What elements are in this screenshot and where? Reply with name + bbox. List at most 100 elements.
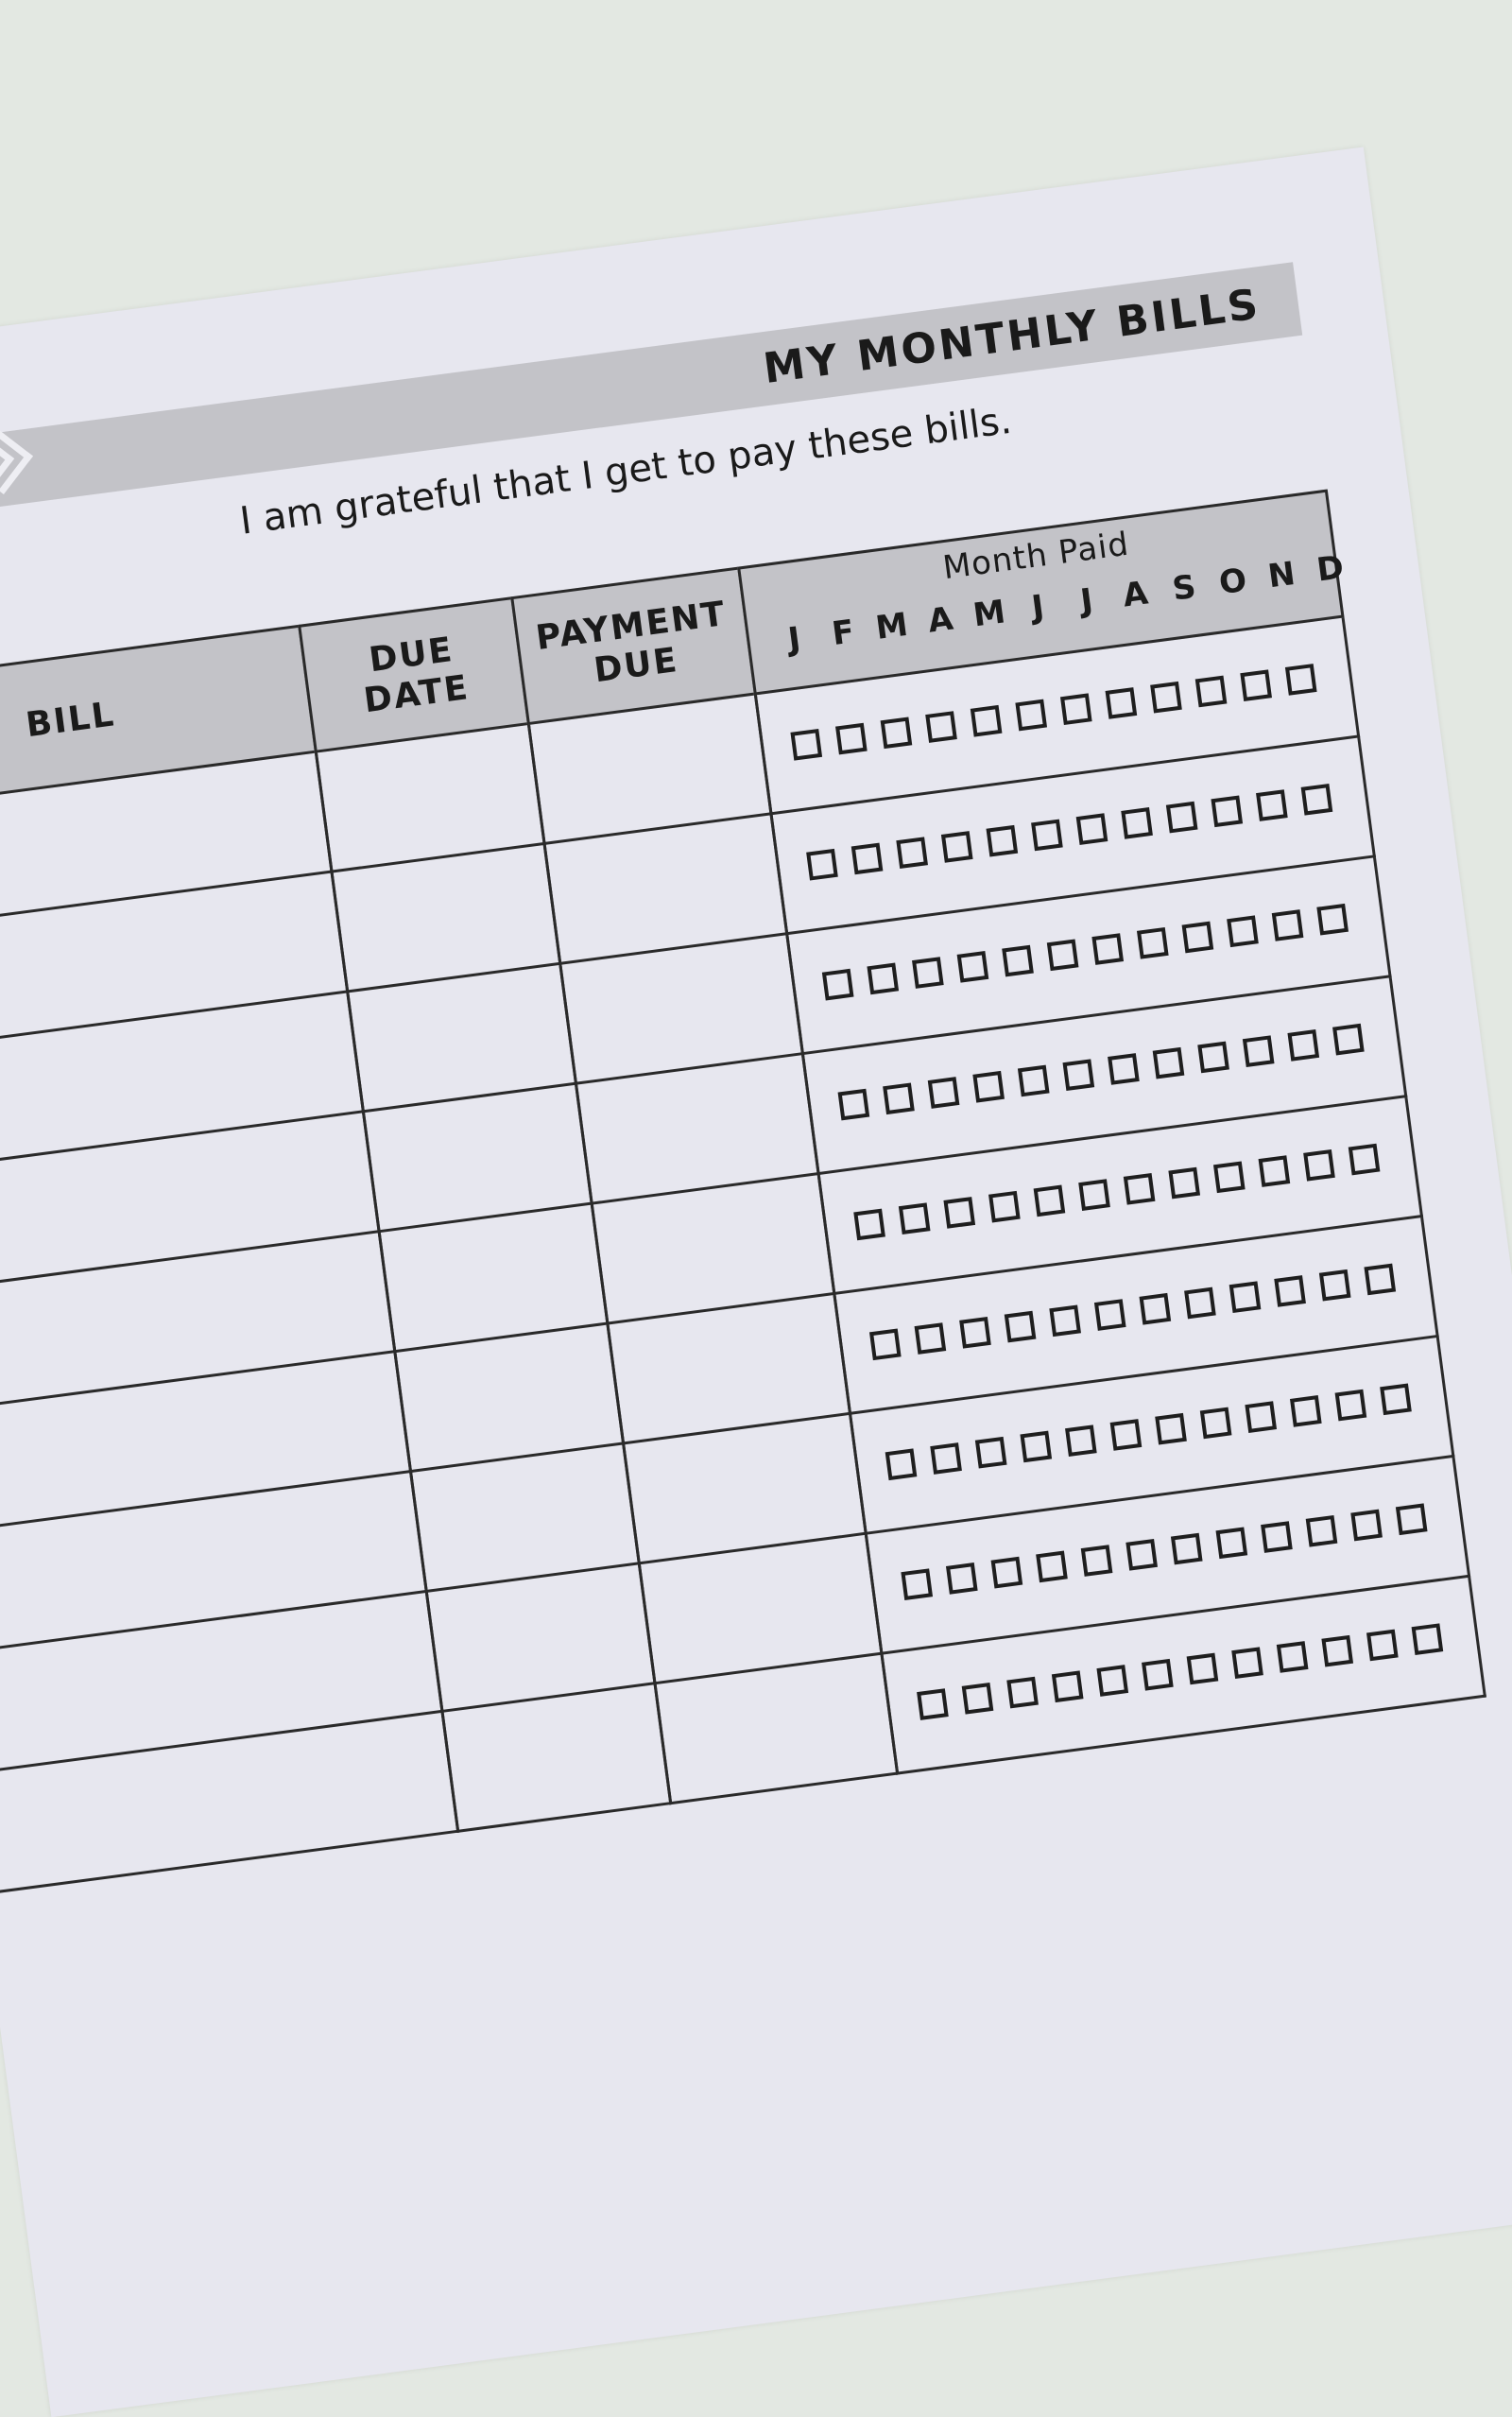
month-checkbox[interactable] bbox=[1150, 681, 1182, 714]
month-checkbox[interactable] bbox=[1181, 921, 1214, 954]
month-checkbox[interactable] bbox=[1289, 1395, 1322, 1427]
month-checkbox[interactable] bbox=[853, 1208, 885, 1241]
month-checkbox[interactable] bbox=[1065, 1424, 1097, 1458]
month-checkbox[interactable] bbox=[1036, 1550, 1068, 1583]
month-checkbox[interactable] bbox=[1197, 1041, 1229, 1074]
month-checkbox[interactable] bbox=[959, 1316, 991, 1349]
month-checkbox[interactable] bbox=[1380, 1383, 1412, 1416]
month-checkbox[interactable] bbox=[1199, 1407, 1232, 1440]
month-checkbox[interactable] bbox=[990, 1556, 1023, 1589]
month-checkbox[interactable] bbox=[1002, 944, 1034, 977]
month-checkbox[interactable] bbox=[974, 1436, 1007, 1469]
month-checkbox[interactable] bbox=[1059, 693, 1092, 726]
month-checkbox[interactable] bbox=[1139, 1292, 1172, 1325]
month-checkbox[interactable] bbox=[1184, 1286, 1216, 1320]
month-checkbox[interactable] bbox=[1125, 1539, 1158, 1571]
month-checkbox[interactable] bbox=[927, 1077, 960, 1109]
month-checkbox[interactable] bbox=[1231, 1647, 1263, 1680]
month-checkbox[interactable] bbox=[880, 716, 913, 750]
month-checkbox[interactable] bbox=[1256, 789, 1288, 821]
month-checkbox[interactable] bbox=[1046, 939, 1079, 972]
month-checkbox[interactable] bbox=[1245, 1401, 1278, 1433]
month-checkbox[interactable] bbox=[1227, 915, 1259, 948]
month-checkbox[interactable] bbox=[1186, 1652, 1219, 1685]
month-checkbox[interactable] bbox=[1212, 1161, 1246, 1194]
month-checkbox[interactable] bbox=[1305, 1514, 1338, 1547]
month-checkbox[interactable] bbox=[1240, 669, 1272, 701]
month-checkbox[interactable] bbox=[1271, 909, 1304, 941]
month-checkbox[interactable] bbox=[1062, 1059, 1095, 1092]
month-checkbox[interactable] bbox=[1096, 1665, 1129, 1697]
month-checkbox[interactable] bbox=[1170, 1532, 1203, 1565]
month-checkbox[interactable] bbox=[986, 824, 1019, 857]
month-checkbox[interactable] bbox=[1332, 1023, 1365, 1056]
month-checkbox[interactable] bbox=[917, 1688, 949, 1720]
month-checkbox[interactable] bbox=[1004, 1310, 1037, 1343]
month-checkbox[interactable] bbox=[1006, 1676, 1039, 1709]
month-checkbox[interactable] bbox=[1284, 664, 1317, 696]
month-checkbox[interactable] bbox=[1109, 1419, 1143, 1451]
month-checkbox[interactable] bbox=[1350, 1509, 1383, 1542]
month-checkbox[interactable] bbox=[943, 1197, 976, 1229]
month-checkbox[interactable] bbox=[1366, 1629, 1399, 1662]
month-checkbox[interactable] bbox=[1318, 1269, 1351, 1302]
month-checkbox[interactable] bbox=[961, 1682, 994, 1715]
month-checkbox[interactable] bbox=[885, 1448, 918, 1481]
month-checkbox[interactable] bbox=[1168, 1166, 1201, 1200]
month-checkbox[interactable] bbox=[1300, 783, 1333, 816]
month-checkbox[interactable] bbox=[1108, 1053, 1140, 1085]
month-checkbox[interactable] bbox=[1194, 675, 1228, 708]
month-checkbox[interactable] bbox=[883, 1082, 915, 1115]
month-checkbox[interactable] bbox=[1155, 1412, 1187, 1445]
month-checkbox[interactable] bbox=[1228, 1281, 1262, 1314]
month-checkbox[interactable] bbox=[1258, 1155, 1291, 1187]
month-checkbox[interactable] bbox=[1078, 1179, 1110, 1211]
month-checkbox[interactable] bbox=[912, 957, 944, 989]
month-checkbox[interactable] bbox=[956, 951, 989, 983]
month-checkbox[interactable] bbox=[867, 962, 900, 995]
month-checkbox[interactable] bbox=[1364, 1263, 1397, 1296]
month-checkbox[interactable] bbox=[945, 1562, 978, 1595]
month-checkbox[interactable] bbox=[914, 1322, 947, 1355]
month-checkbox[interactable] bbox=[790, 728, 823, 761]
month-checkbox[interactable] bbox=[806, 848, 838, 881]
month-checkbox[interactable] bbox=[1395, 1503, 1428, 1536]
month-checkbox[interactable] bbox=[1136, 926, 1169, 959]
month-checkbox[interactable] bbox=[940, 831, 973, 863]
month-checkbox[interactable] bbox=[1211, 795, 1244, 828]
month-checkbox[interactable] bbox=[1080, 1545, 1113, 1577]
month-checkbox[interactable] bbox=[1152, 1046, 1185, 1079]
month-checkbox[interactable] bbox=[821, 968, 854, 1001]
month-checkbox[interactable] bbox=[1015, 699, 1048, 732]
month-checkbox[interactable] bbox=[1303, 1148, 1335, 1182]
month-checkbox[interactable] bbox=[970, 704, 1003, 737]
month-checkbox[interactable] bbox=[1051, 1670, 1084, 1703]
month-checkbox[interactable] bbox=[1242, 1035, 1275, 1067]
month-checkbox[interactable] bbox=[837, 1088, 870, 1121]
month-checkbox[interactable] bbox=[850, 842, 884, 875]
month-checkbox[interactable] bbox=[1093, 1299, 1126, 1331]
month-checkbox[interactable] bbox=[1017, 1064, 1050, 1097]
month-checkbox[interactable] bbox=[1033, 1184, 1066, 1217]
month-checkbox[interactable] bbox=[1334, 1389, 1367, 1422]
month-checkbox[interactable] bbox=[1215, 1527, 1248, 1560]
month-checkbox[interactable] bbox=[1348, 1143, 1381, 1176]
month-checkbox[interactable] bbox=[1165, 801, 1198, 834]
month-checkbox[interactable] bbox=[925, 711, 957, 743]
month-checkbox[interactable] bbox=[930, 1442, 962, 1475]
month-checkbox[interactable] bbox=[868, 1328, 902, 1361]
month-checkbox[interactable] bbox=[1274, 1275, 1306, 1307]
month-checkbox[interactable] bbox=[1142, 1658, 1174, 1691]
month-checkbox[interactable] bbox=[1031, 819, 1063, 852]
month-checkbox[interactable] bbox=[1020, 1430, 1053, 1463]
month-checkbox[interactable] bbox=[901, 1568, 934, 1600]
month-checkbox[interactable] bbox=[1316, 903, 1349, 936]
month-checkbox[interactable] bbox=[1121, 807, 1153, 839]
month-checkbox[interactable] bbox=[1091, 933, 1125, 965]
month-checkbox[interactable] bbox=[988, 1190, 1021, 1223]
month-checkbox[interactable] bbox=[835, 722, 868, 755]
month-checkbox[interactable] bbox=[1075, 813, 1108, 845]
month-checkbox[interactable] bbox=[1276, 1641, 1309, 1673]
month-checkbox[interactable] bbox=[1105, 687, 1138, 719]
month-checkbox[interactable] bbox=[972, 1070, 1005, 1103]
